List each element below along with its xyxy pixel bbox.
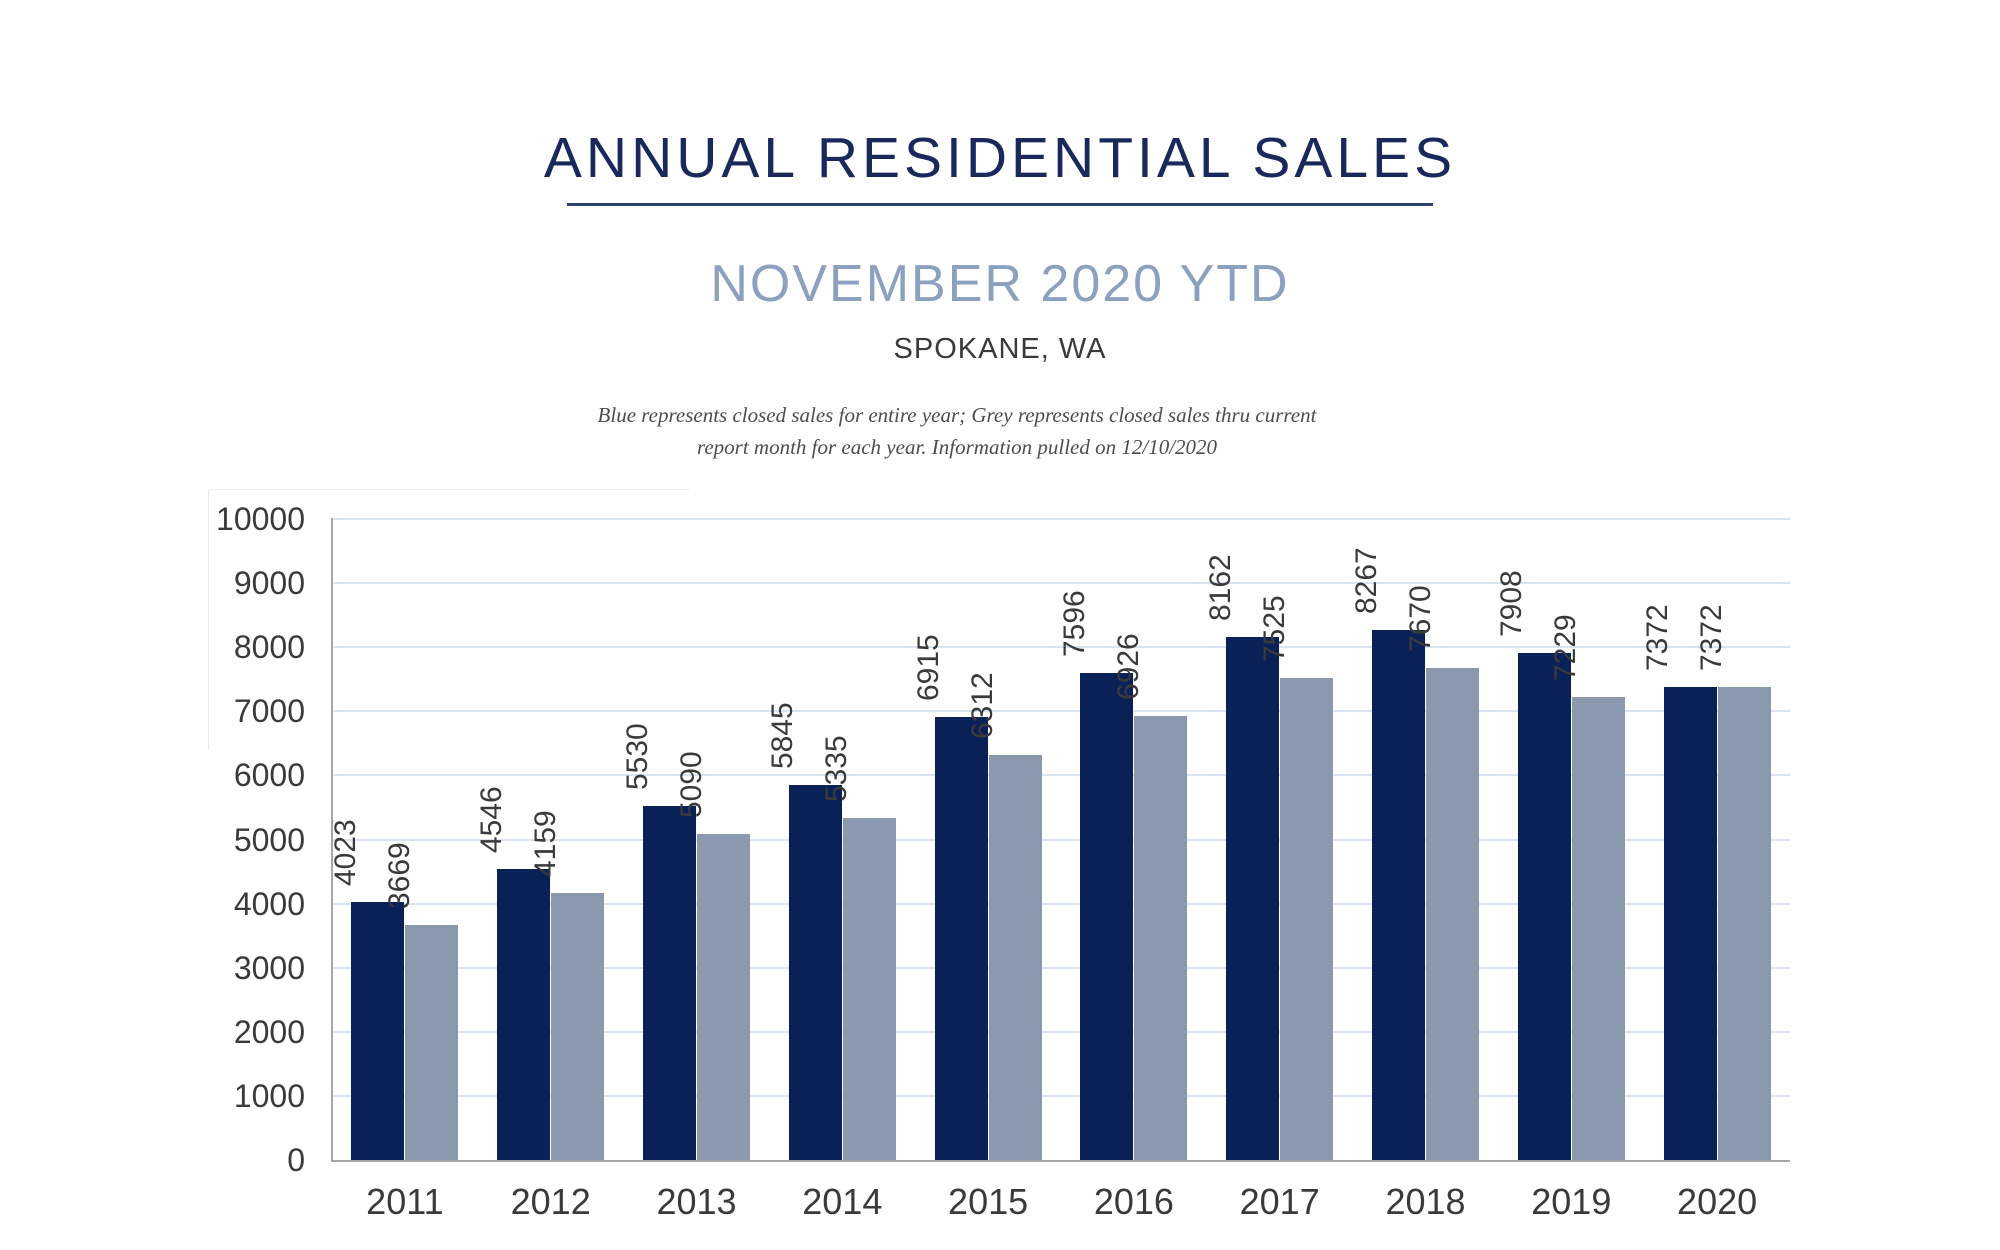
bar-value-label: 5090: [674, 750, 708, 818]
bar-value-label: 7908: [1495, 570, 1529, 638]
bar-value-label: 6915: [912, 633, 946, 701]
gridline-4000: [332, 902, 1790, 905]
x-axis-line: [331, 1160, 1790, 1162]
year-label-2015: 2015: [948, 1181, 1029, 1222]
y-tick-label-4000: 4000: [233, 885, 305, 922]
y-tick-label-7000: 7000: [233, 693, 305, 730]
gridline-2000: [332, 1030, 1790, 1033]
gridline-6000: [332, 774, 1790, 777]
year-label-2018: 2018: [1385, 1181, 1466, 1222]
bar-value-label: 7525: [1257, 594, 1291, 662]
year-label-2013: 2013: [656, 1181, 737, 1222]
bar-ytd-2013: [697, 833, 750, 1160]
gridline-1000: [332, 1094, 1790, 1097]
year-label-2014: 2014: [802, 1181, 883, 1222]
year-label-2020: 2020: [1677, 1181, 1758, 1222]
bar-value-label: 5530: [620, 722, 654, 790]
y-tick-label-8000: 8000: [233, 629, 305, 666]
bar-entire-year-2020: [1663, 687, 1717, 1160]
gridline-10000: [332, 518, 1790, 520]
bar-entire-year-2019: [1517, 653, 1571, 1160]
y-tick-label-0: 0: [287, 1142, 305, 1178]
bar-entire-year-2017: [1226, 636, 1280, 1160]
gridline-5000: [332, 838, 1790, 841]
y-tick-label-6000: 6000: [233, 757, 305, 794]
bar-entire-year-2012: [497, 868, 551, 1160]
y-tick-label-1000: 1000: [233, 1077, 305, 1114]
y-tick-label-2000: 2000: [233, 1013, 305, 1050]
y-tick-label-10000: 10000: [216, 501, 305, 537]
bar-ytd-2019: [1571, 696, 1625, 1160]
bar-value-label: 6312: [966, 672, 1000, 740]
bar-ytd-2011: [405, 924, 459, 1160]
y-tick-label-3000: 3000: [233, 949, 305, 986]
bar-entire-year-2018: [1372, 630, 1425, 1160]
page-title: ANNUAL RESIDENTIAL SALES: [543, 126, 1457, 190]
bar-value-label: 6926: [1111, 633, 1145, 701]
bar-value-label: 7372: [1695, 604, 1729, 672]
bar-value-label: 7372: [1641, 604, 1675, 672]
bar-value-label: 7596: [1057, 590, 1091, 658]
gridline-7000: [332, 710, 1790, 713]
year-label-2011: 2011: [366, 1181, 444, 1222]
bar-entire-year-2015: [934, 716, 988, 1160]
bar-value-label: 3669: [382, 842, 416, 909]
bar-value-label: 7229: [1549, 613, 1583, 681]
chart-note-line2: report month for each year. Information …: [696, 435, 1218, 459]
bar-ytd-2020: [1717, 687, 1771, 1160]
bar-entire-year-2013: [643, 805, 696, 1160]
bar-value-label: 8162: [1203, 554, 1237, 621]
bar-entire-year-2016: [1080, 673, 1134, 1160]
y-tick-label-5000: 5000: [233, 821, 305, 858]
year-label-2012: 2012: [510, 1181, 591, 1222]
bar-ytd-2015: [988, 755, 1042, 1160]
bar-entire-year-2011: [351, 902, 405, 1160]
bar-ytd-2018: [1426, 668, 1479, 1160]
bar-ytd-2016: [1134, 716, 1188, 1160]
chart-note-line1: Blue represents closed sales for entire …: [597, 403, 1317, 427]
bar-value-label: 5845: [766, 702, 800, 770]
y-tick-label-9000: 9000: [233, 565, 305, 602]
bar-value-label: 4023: [328, 819, 362, 887]
bar-ytd-2014: [842, 818, 896, 1160]
bar-entire-year-2014: [788, 785, 842, 1160]
bar-value-label: 4159: [528, 810, 562, 878]
bar-value-label: 5335: [820, 735, 854, 803]
year-label-2019: 2019: [1531, 1181, 1612, 1222]
bar-value-label: 7670: [1403, 585, 1437, 653]
report-period-subtitle: NOVEMBER 2020 YTD: [710, 255, 1290, 313]
bar-ytd-2012: [551, 893, 605, 1160]
chart-note: Blue represents closed sales for entire …: [0, 399, 1957, 463]
y-axis-line: [331, 518, 333, 1160]
title-underline: [567, 203, 1433, 206]
year-label-2016: 2016: [1093, 1181, 1174, 1222]
year-label-2017: 2017: [1239, 1181, 1320, 1222]
chart-frame-hint-left: [208, 489, 209, 750]
gridline-8000: [332, 646, 1790, 649]
location-label: SPOKANE, WA: [893, 333, 1107, 365]
gridline-3000: [332, 966, 1790, 969]
bar-ytd-2017: [1280, 677, 1334, 1160]
bar-value-label: 8267: [1349, 547, 1383, 615]
bar-value-label: 4546: [474, 785, 508, 853]
chart-frame-hint-top: [208, 489, 690, 490]
gridline-9000: [332, 582, 1790, 585]
